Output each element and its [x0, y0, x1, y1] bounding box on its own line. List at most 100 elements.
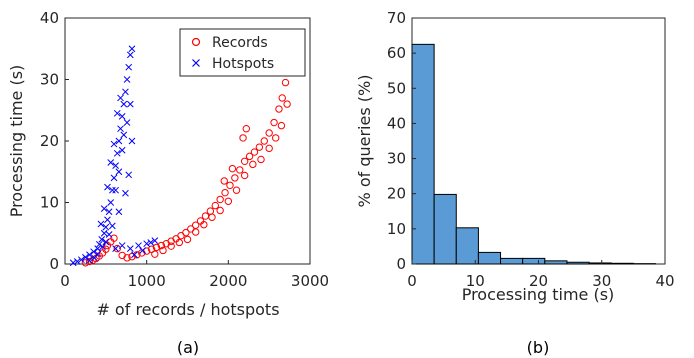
y-tick-label: 0 [49, 255, 59, 273]
hotspots-point [86, 251, 93, 259]
records-point [232, 186, 241, 194]
hotspots-point [115, 208, 123, 216]
hotspots-point [147, 239, 155, 246]
histogram-bar [411, 43, 435, 265]
x-axis-ticks: 0 10 20 30 40 [407, 260, 675, 290]
hotspots-point [135, 242, 142, 249]
histogram-bar [610, 262, 634, 265]
hotspots-point [126, 245, 134, 252]
hotspots-point [143, 240, 151, 248]
legend-label-records: Records [212, 35, 268, 51]
x-axis-label: Processing time (s) [462, 285, 615, 304]
y-tick-label: 40 [387, 114, 406, 132]
y-tick-label: 20 [40, 132, 59, 150]
records-point [231, 174, 239, 182]
legend-marker-records [191, 37, 201, 47]
records-point [133, 251, 141, 259]
x-tick-label: 30 [592, 272, 611, 290]
x-tick-label: 1000 [128, 272, 166, 290]
histogram-bar [588, 262, 612, 265]
y-tick-label: 10 [387, 220, 406, 238]
records-point [221, 188, 229, 197]
records-point [239, 134, 247, 142]
records-point [208, 213, 216, 221]
hotspots-point [110, 140, 118, 148]
y-tick-label: 20 [387, 185, 406, 203]
records-point [201, 212, 210, 220]
hotspots-point [125, 171, 133, 179]
hotspots-point [90, 248, 97, 256]
hotspots-point [125, 63, 133, 71]
records-point [157, 241, 166, 250]
records-point [236, 166, 244, 174]
records-point [175, 238, 184, 247]
records-point [85, 257, 94, 266]
records-point [281, 78, 290, 87]
records-point [220, 177, 228, 185]
hotspots-point [120, 131, 128, 139]
histogram-panel: 0 10 20 30 40 0 10 20 30 40 50 60 70 Processing tim… [355, 9, 675, 357]
records-point [113, 244, 121, 253]
hotspots-point [102, 238, 110, 246]
legend-label-hotspots: Hotspots [212, 56, 274, 72]
records-point [257, 155, 265, 164]
records-point [167, 242, 175, 250]
records-point [240, 157, 249, 165]
records-point [278, 94, 286, 102]
records-point [211, 201, 219, 210]
y-axis-ticks: 0 10 20 30 40 50 60 70 [387, 9, 416, 273]
records-point [277, 121, 286, 130]
hotspots-point [113, 149, 121, 157]
hotspots-point [126, 51, 134, 59]
hotspots-point [109, 222, 116, 230]
records-point [216, 206, 224, 215]
records-point [250, 148, 259, 156]
y-tick-label: 10 [40, 194, 59, 212]
histogram-bar [544, 260, 568, 265]
y-tick-label: 70 [387, 9, 406, 27]
records-point [128, 252, 136, 261]
x-tick-label: 2000 [209, 272, 247, 290]
hotspots-point [100, 205, 108, 213]
y-tick-label: 60 [387, 44, 406, 62]
x-tick-label: 40 [655, 272, 674, 290]
records-point [224, 197, 233, 205]
records-point [226, 181, 234, 189]
records-point [242, 125, 251, 133]
hotspots-point [113, 109, 121, 117]
histogram-bars [411, 43, 657, 265]
records-point [216, 195, 224, 204]
hotspots-point [117, 125, 124, 133]
legend-box [179, 28, 306, 77]
records-point [191, 228, 200, 236]
x-tick-label: 0 [60, 272, 70, 290]
histogram-bar [433, 193, 457, 265]
hotspots-point [110, 174, 118, 182]
records-point [283, 100, 291, 108]
records-point [255, 143, 264, 151]
hotspots-point [77, 256, 85, 264]
y-tick-label: 40 [40, 9, 59, 27]
hotspots-point [104, 216, 111, 224]
scatter-marks [69, 45, 295, 267]
hotspots-point [126, 100, 134, 108]
histogram-bar [522, 257, 546, 265]
scatter-panel: 0 1000 2000 3000 0 10 20 30 40 # of records / h… [7, 9, 329, 357]
records-point [245, 152, 254, 161]
hotspots-point [115, 137, 123, 145]
hotspots-point [82, 253, 89, 261]
records-point [249, 160, 257, 169]
hotspots-point [123, 76, 131, 83]
hotspots-point [109, 186, 116, 194]
hotspots-point [139, 247, 146, 254]
y-tick-label: 50 [387, 79, 406, 97]
panel-caption-a: (a) [177, 338, 199, 357]
hotspots-point [122, 189, 129, 197]
histogram-bar [566, 261, 590, 265]
hotspots-point [94, 245, 102, 252]
hotspots-point [105, 208, 113, 216]
x-tick-label: 0 [407, 272, 417, 290]
y-tick-label: 30 [40, 71, 59, 89]
histogram-bar [500, 257, 524, 265]
